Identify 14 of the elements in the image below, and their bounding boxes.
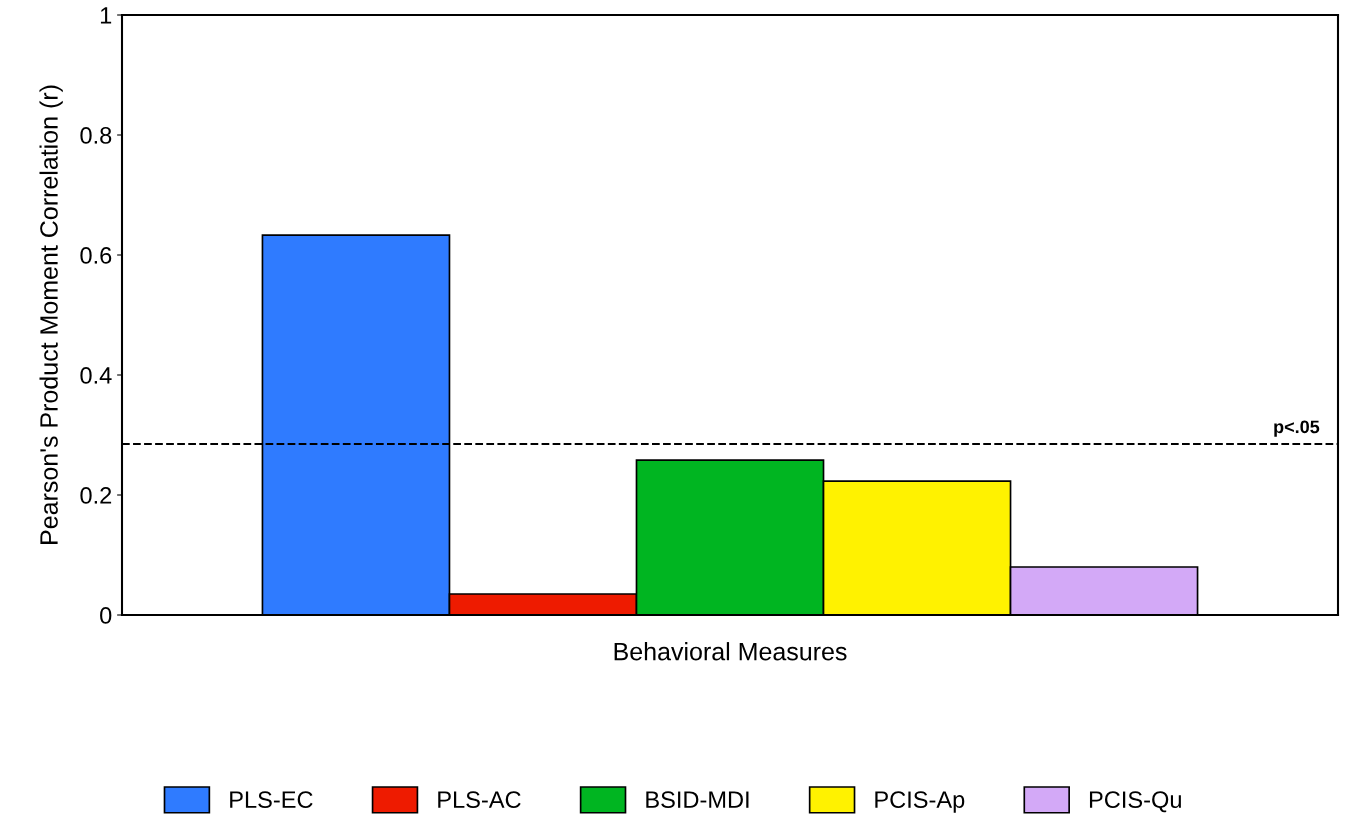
x-axis-title: Behavioral Measures <box>614 642 847 661</box>
legend-label: BSID-MDI <box>646 791 749 809</box>
legend-label: PLS-AC <box>438 791 521 809</box>
y-tick-label: 0.2 <box>80 487 112 504</box>
legend-label: PCIS-Qu <box>1089 791 1181 813</box>
y-tick-label: 0.8 <box>80 127 112 144</box>
y-tick-label: 0.6 <box>80 247 112 264</box>
y-tick-label: 0.4 <box>80 367 112 384</box>
legend-label: PCIS-Ap <box>875 791 965 813</box>
y-tick-label: 1 <box>100 7 112 24</box>
ref-line-label: p<.05 <box>1274 420 1320 437</box>
y-axis-title: Pearson's Product Moment Correlation (r) <box>39 85 63 544</box>
y-tick-label: 0 <box>100 607 112 624</box>
legend-label: PLS-EC <box>230 791 313 809</box>
